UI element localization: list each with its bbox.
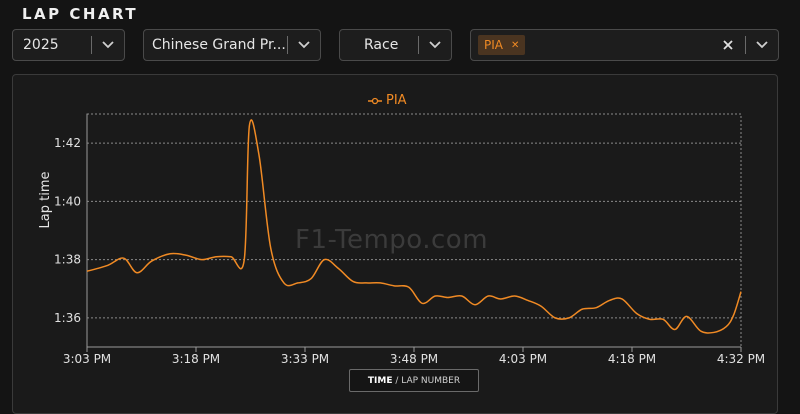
x-axis-mode-toggle[interactable]: TIME / LAP NUMBER (349, 369, 479, 392)
data-point[interactable] (445, 294, 451, 300)
plot-border (86, 113, 742, 348)
x-tick-label: 3:33 PM (281, 352, 329, 366)
x-axis-mode-rest: / LAP NUMBER (392, 375, 461, 386)
lap-time-chart: 1:361:381:401:42 3:03 PM 3:18 PM 3:33 PM 3:… (38, 113, 765, 366)
series-line-pia[interactable] (86, 119, 742, 334)
session-select-value: Race (364, 37, 399, 53)
data-point[interactable] (723, 324, 729, 330)
data-point[interactable] (552, 315, 558, 321)
data-point[interactable] (84, 268, 90, 274)
data-point[interactable] (634, 311, 640, 317)
data-point[interactable] (606, 297, 612, 303)
data-point[interactable] (350, 278, 356, 284)
y-axis-label: Lap time (38, 172, 53, 229)
x-axis-ticks: 3:03 PM 3:18 PM 3:33 PM 3:48 PM 4:03 PM 4:18 … (63, 347, 765, 366)
chart-panel (12, 74, 778, 414)
data-point[interactable] (459, 293, 465, 299)
data-point[interactable] (472, 302, 478, 308)
data-point[interactable] (731, 312, 737, 318)
data-point[interactable] (363, 280, 369, 286)
data-point[interactable] (498, 296, 504, 302)
driver-chip[interactable]: PIA ✕ (478, 35, 526, 55)
y-axis-ticks: 1:36 1:38 1:40 1:42 (54, 136, 81, 325)
divider (418, 36, 419, 54)
divider (91, 36, 92, 54)
year-select[interactable]: 2025 (12, 29, 125, 61)
x-tick-label: 3:18 PM (172, 352, 220, 366)
data-point[interactable] (485, 293, 491, 299)
x-tick-label: 3:03 PM (63, 352, 111, 366)
session-select[interactable]: Race (339, 29, 452, 61)
data-point[interactable] (149, 258, 155, 264)
event-select[interactable]: Chinese Grand Pr... (143, 29, 321, 61)
data-point[interactable] (308, 276, 314, 282)
y-tick-label: 1:40 (54, 194, 81, 208)
x-tick-label: 3:48 PM (390, 352, 438, 366)
y-tick-label: 1:42 (54, 136, 81, 150)
data-point[interactable] (281, 280, 287, 286)
event-select-value: Chinese Grand Pr... (152, 37, 286, 53)
data-point[interactable] (738, 289, 744, 295)
close-icon[interactable] (717, 30, 739, 60)
data-point[interactable] (660, 316, 666, 322)
data-point[interactable] (213, 254, 219, 260)
y-tick-label: 1:36 (54, 311, 81, 325)
watermark: F1-Tempo.com (295, 225, 489, 255)
data-point[interactable] (566, 315, 572, 321)
data-point[interactable] (647, 316, 653, 322)
legend-line-marker-icon (368, 97, 382, 104)
data-point[interactable] (268, 245, 274, 251)
data-point[interactable] (619, 296, 625, 302)
data-point[interactable] (684, 313, 690, 319)
x-tick-label: 4:03 PM (499, 352, 547, 366)
x-tick-label: 4:18 PM (608, 352, 656, 366)
driver-chip-label: PIA (484, 38, 503, 52)
chevron-down-icon[interactable] (288, 30, 320, 60)
data-point[interactable] (512, 293, 518, 299)
data-point[interactable] (105, 262, 111, 268)
data-point[interactable] (246, 123, 252, 129)
data-point[interactable] (698, 328, 704, 334)
data-point[interactable] (538, 303, 544, 309)
x-tick-label: 4:32 PM (717, 352, 765, 366)
year-select-value: 2025 (23, 37, 59, 53)
chevron-down-icon[interactable] (419, 30, 451, 60)
data-point[interactable] (377, 280, 383, 286)
data-point[interactable] (134, 270, 140, 276)
data-point[interactable] (321, 257, 327, 263)
chevron-down-icon[interactable] (746, 30, 778, 60)
data-point[interactable] (579, 306, 585, 312)
data-point[interactable] (121, 255, 127, 261)
data-point[interactable] (419, 300, 425, 306)
driver-multiselect[interactable]: PIA ✕ (470, 29, 779, 61)
series-group (84, 119, 744, 335)
chart-legend[interactable]: PIA (368, 93, 407, 108)
divider (745, 36, 746, 54)
data-point[interactable] (525, 297, 531, 303)
x-axis-mode-active: TIME (367, 375, 393, 386)
data-point[interactable] (672, 327, 678, 333)
y-tick-label: 1:38 (54, 253, 81, 267)
data-point[interactable] (167, 251, 173, 257)
chart-grid (86, 113, 742, 348)
data-point[interactable] (593, 305, 599, 311)
data-point[interactable] (432, 293, 438, 299)
data-point[interactable] (295, 280, 301, 286)
chevron-down-icon[interactable] (92, 30, 124, 60)
data-point[interactable] (183, 252, 189, 258)
data-point[interactable] (241, 257, 247, 263)
data-point[interactable] (711, 329, 717, 335)
close-icon[interactable]: ✕ (510, 39, 520, 51)
data-point[interactable] (256, 152, 262, 158)
divider (287, 36, 288, 54)
page-title: LAP CHART (22, 5, 139, 23)
data-point[interactable] (391, 283, 397, 289)
data-point[interactable] (228, 254, 234, 260)
data-point[interactable] (335, 265, 341, 271)
legend-item-label: PIA (386, 93, 407, 108)
data-point[interactable] (199, 257, 205, 263)
data-point[interactable] (406, 284, 412, 290)
